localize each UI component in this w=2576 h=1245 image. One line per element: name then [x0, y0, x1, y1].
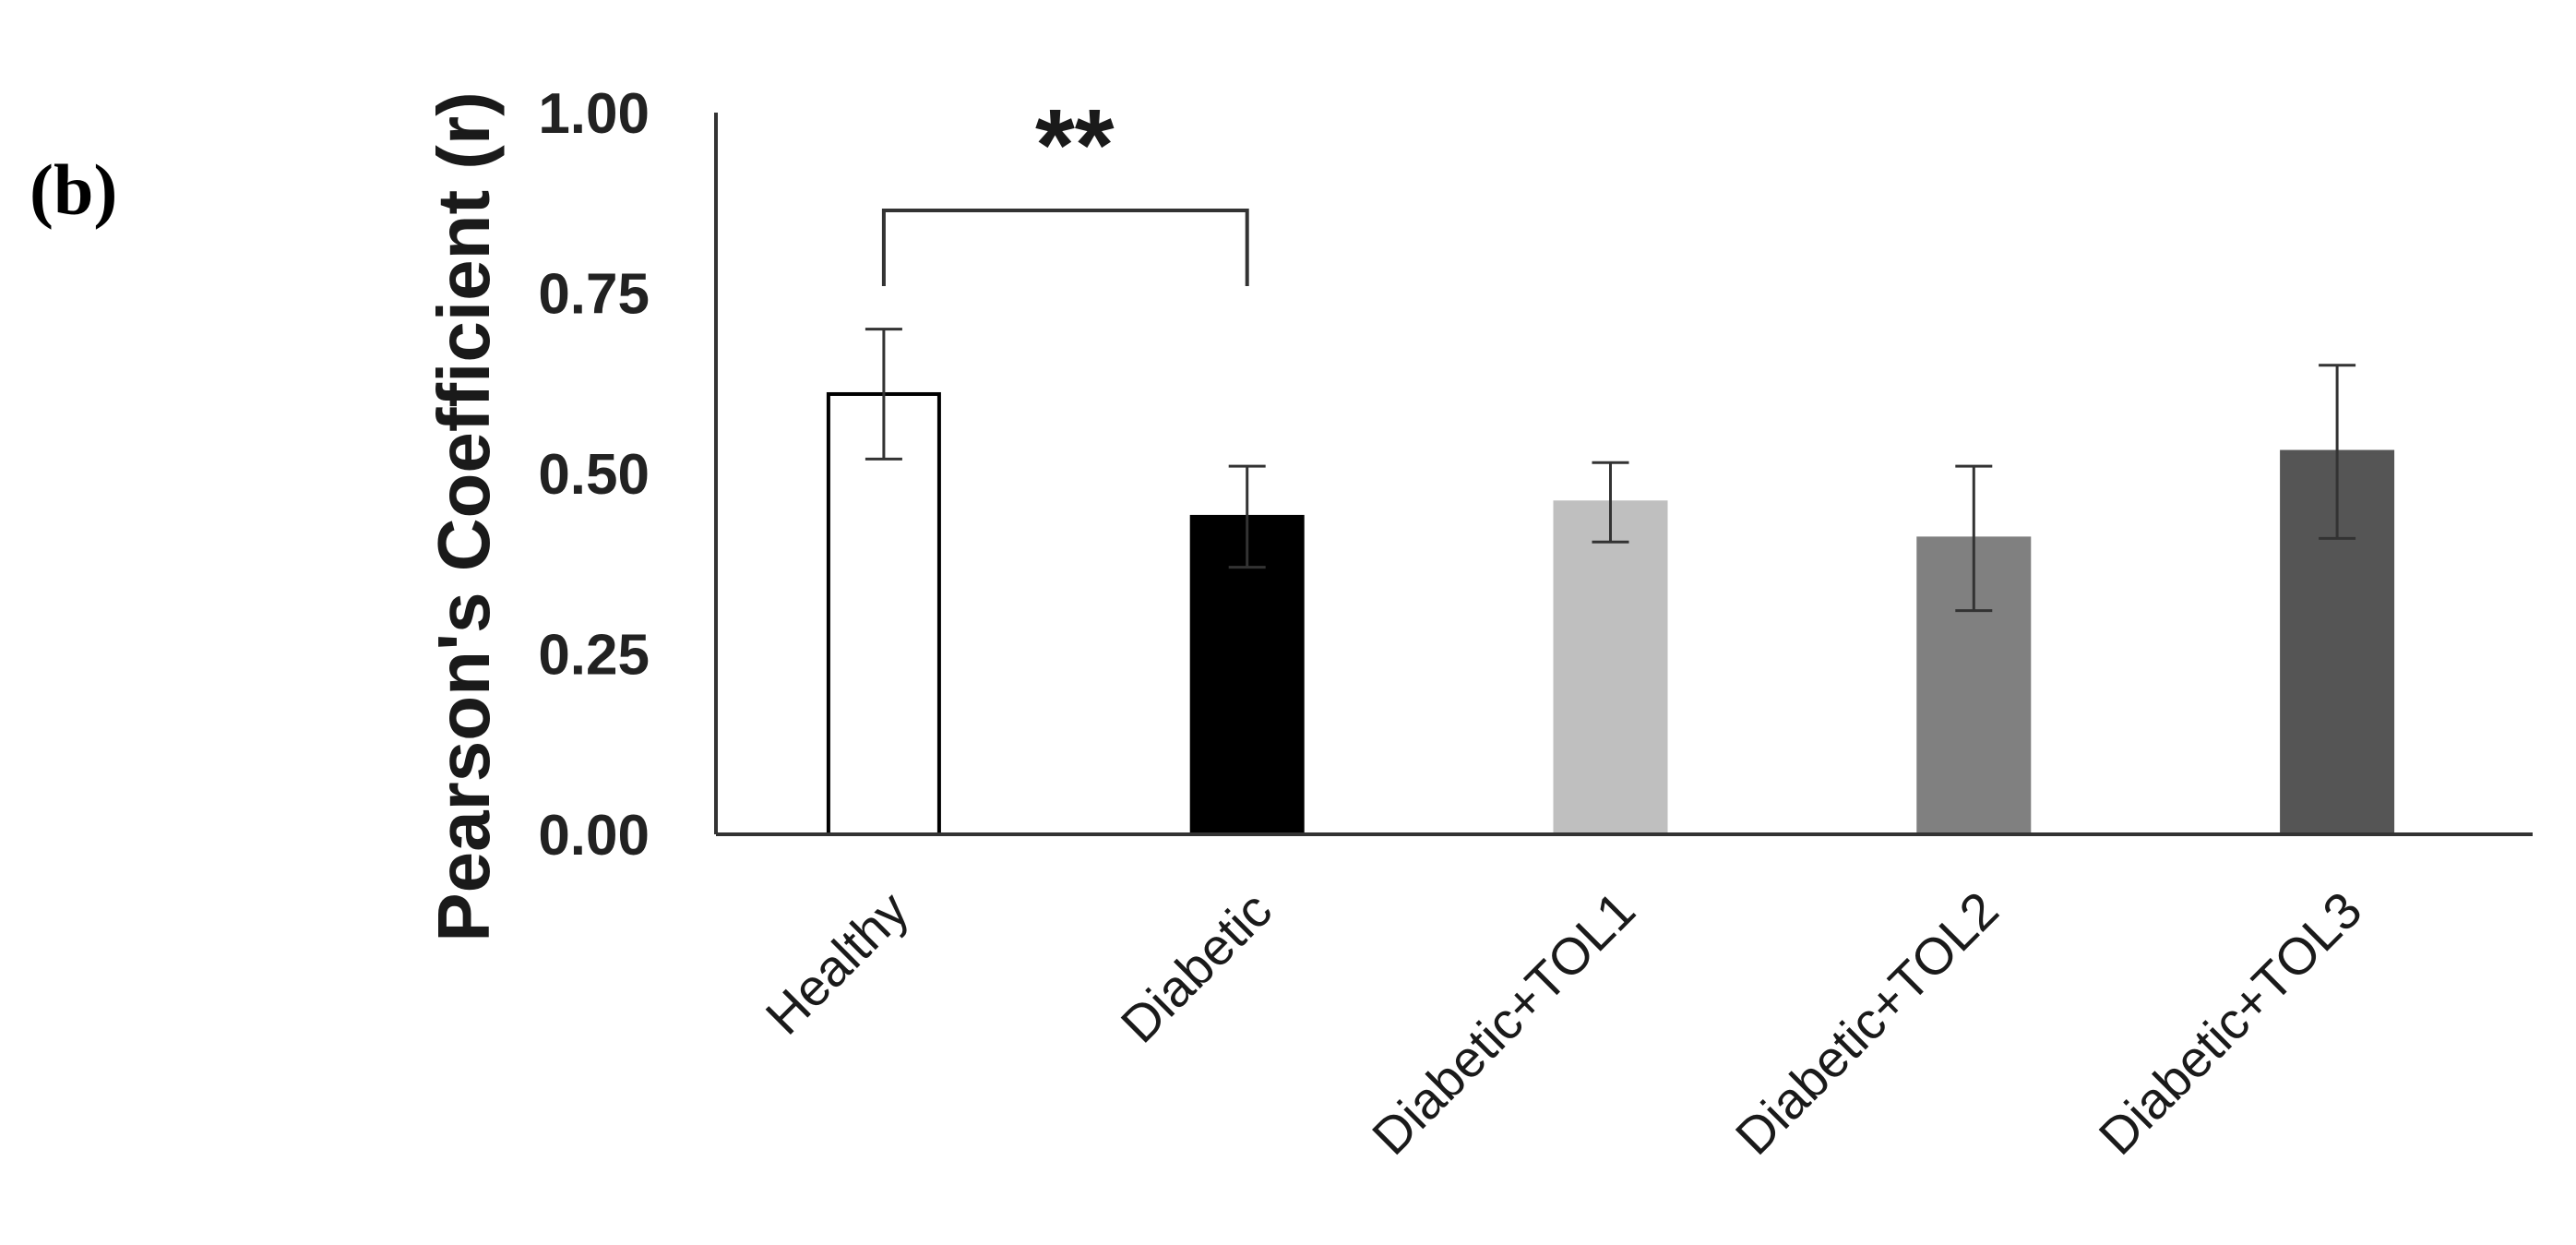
x-tick-label: Diabetic+TOL3: [2088, 880, 2373, 1166]
y-tick-label: 1.00: [538, 82, 650, 146]
error-bar-diabetic-tol3: [2319, 364, 2356, 540]
y-tick-labels: 0.00 0.25 0.50 0.75 1.00: [538, 82, 650, 868]
error-bar-healthy: [865, 328, 902, 461]
bars: [826, 391, 2395, 837]
x-tick-label: Diabetic: [1110, 880, 1283, 1054]
x-tick-label: Diabetic+TOL1: [1361, 880, 1646, 1166]
significance-annotations: **: [881, 89, 1249, 286]
y-tick-label: 0.75: [538, 263, 650, 327]
x-tick-labels: Healthy Diabetic Diabetic+TOL1 Diabetic+TOL…: [755, 880, 2373, 1166]
error-bar-diabetic-tol1: [1592, 461, 1629, 544]
bar-healthy: [826, 391, 941, 836]
y-tick-label: 0.25: [538, 624, 650, 688]
significance-label: **: [1035, 89, 1115, 202]
significance-bracket: **: [881, 89, 1249, 286]
x-tick-label: Healthy: [755, 880, 920, 1046]
x-tick-label: Diabetic+TOL2: [1724, 880, 2010, 1166]
y-tick-label: 0.00: [538, 804, 650, 868]
panel-label: (b): [30, 150, 117, 230]
error-bars: [865, 328, 2356, 613]
y-tick-label: 0.50: [538, 443, 650, 507]
error-bar-diabetic: [1228, 464, 1266, 569]
bar-diabetic-tol1: [1553, 500, 1668, 837]
bar-diabetic: [1189, 514, 1305, 836]
error-bar-diabetic-tol2: [1955, 464, 1993, 613]
bar-diabetic-tol3: [2280, 449, 2395, 836]
y-axis-label: Pearson's Coefficient (r): [423, 91, 505, 941]
